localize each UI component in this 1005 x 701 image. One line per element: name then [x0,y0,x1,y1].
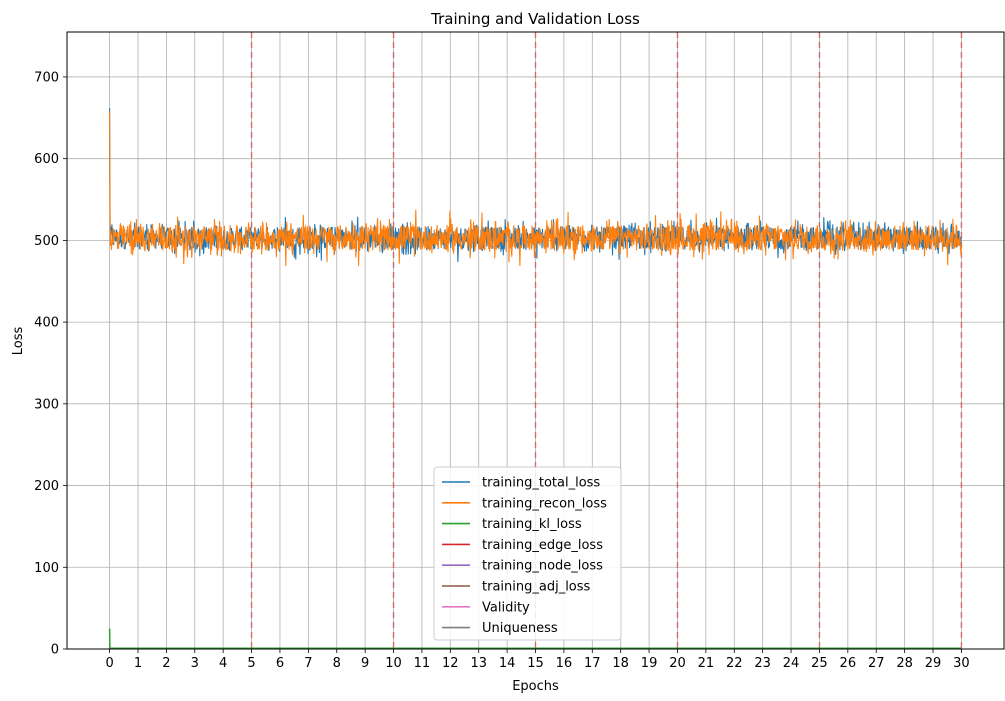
x-tick-label: 2 [162,656,170,671]
x-tick-label: 13 [470,656,487,671]
legend-label: Uniqueness [482,621,558,636]
legend-label: training_total_loss [482,476,600,491]
y-tick-label: 200 [34,479,59,494]
x-tick-label: 17 [584,656,601,671]
x-tick-label: 9 [361,656,369,671]
legend-label: training_kl_loss [482,517,582,532]
y-axis-label: Loss [11,327,26,356]
legend-label: training_adj_loss [482,580,591,595]
x-tick-label: 14 [499,656,516,671]
x-tick-label: 16 [556,656,573,671]
legend-label: training_recon_loss [482,496,607,511]
x-tick-label: 12 [442,656,459,671]
legend-box [433,466,622,641]
y-tick-label: 500 [34,234,59,249]
x-tick-label: 15 [527,656,544,671]
x-tick-label: 21 [698,656,715,671]
y-tick-label: 400 [34,316,59,331]
x-tick-label: 0 [105,656,113,671]
legend-label: Validity [482,600,530,615]
x-tick-label: 23 [754,656,771,671]
legend-label: training_node_loss [482,559,603,574]
y-tick-label: 300 [34,397,59,412]
x-tick-label: 27 [868,656,885,671]
x-tick-label: 11 [414,656,431,671]
x-tick-label: 26 [840,656,857,671]
x-tick-label: 24 [783,656,800,671]
chart-title: Training and Validation Loss [430,10,640,28]
x-tick-label: 18 [612,656,629,671]
x-tick-label: 10 [385,656,402,671]
x-tick-label: 25 [811,656,828,671]
y-tick-label: 700 [34,70,59,85]
y-axis-ticks: 0 100 200 300 400 500 600 700 [34,70,67,658]
x-tick-label: 7 [304,656,312,671]
x-tick-label: 6 [276,656,284,671]
legend-label: training_edge_loss [482,538,603,553]
x-tick-label: 20 [669,656,686,671]
x-tick-label: 19 [641,656,658,671]
y-tick-label: 0 [51,643,59,658]
series-line-training-kl-loss [108,628,962,649]
x-tick-label: 29 [925,656,942,671]
x-tick-label: 5 [247,656,255,671]
x-tick-label: 22 [726,656,743,671]
y-tick-label: 100 [34,561,59,576]
x-axis-ticks: 0 1 2 3 4 5 6 7 8 9 10 11 12 13 14 15 16 17 18 19 20 21 22 23 24… [105,649,970,671]
x-tick-label: 30 [953,656,970,671]
series-line-training-recon-loss [109,111,962,267]
x-axis-label: Epochs [512,679,559,694]
x-tick-label: 4 [219,656,227,671]
legend: training_total_loss training_recon_losstr… [433,466,622,641]
x-tick-label: 3 [191,656,199,671]
y-tick-label: 600 [34,152,59,167]
x-tick-label: 28 [896,656,913,671]
x-tick-label: 8 [333,656,341,671]
series-lines [108,107,962,649]
x-tick-label: 1 [134,656,142,671]
